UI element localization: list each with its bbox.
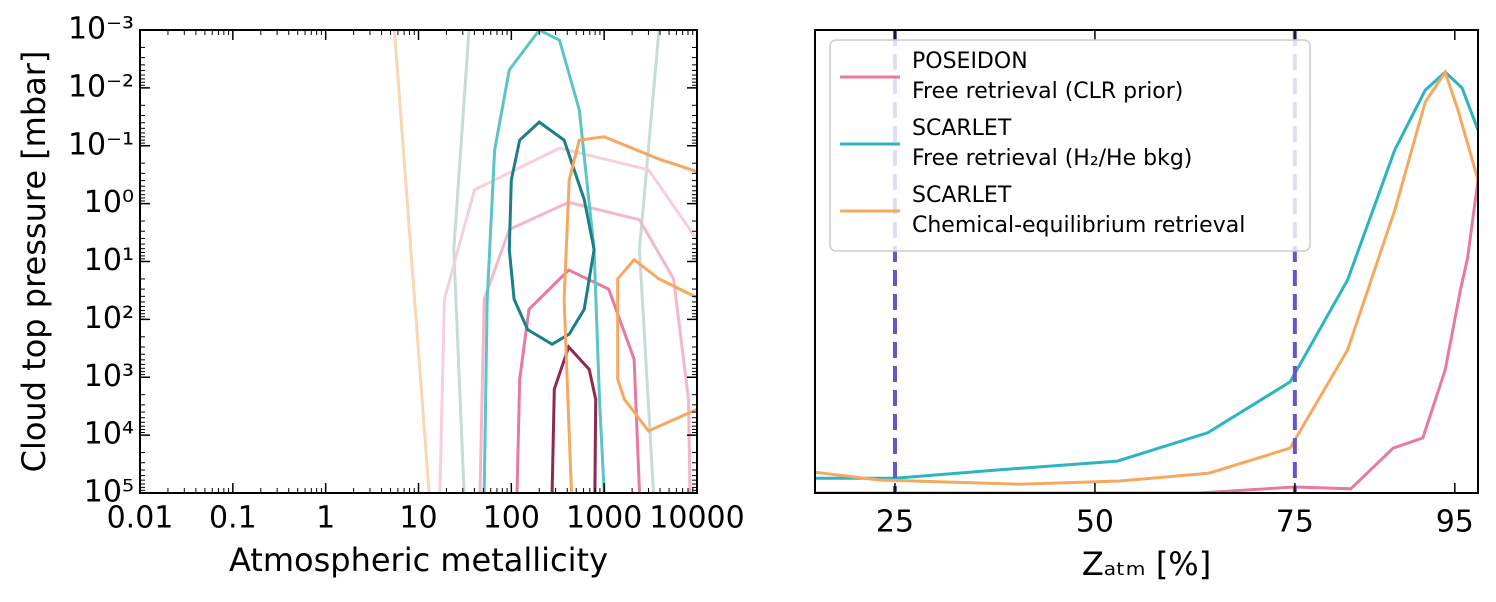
x-tick-label: 0.1	[209, 501, 257, 536]
x-tick-label: 10000	[649, 501, 744, 536]
legend-label: SCARLET	[912, 183, 1012, 208]
y-tick-label: 10⁻³	[68, 12, 134, 47]
x-axis-label: Zₐₜₘ [%]	[1082, 545, 1211, 583]
contour-line	[438, 146, 697, 493]
y-axis-label: Cloud top pressure [mbar]	[15, 51, 53, 473]
y-tick-label: 10⁻¹	[68, 127, 134, 162]
y-tick-label: 10¹	[84, 243, 134, 278]
contour-line	[637, 30, 661, 493]
x-tick-label: 75	[1276, 505, 1314, 540]
y-tick-label: 10⁵	[84, 475, 134, 510]
x-tick-label: 50	[1076, 505, 1114, 540]
contour-line	[507, 120, 596, 347]
x-tick-label: 0.01	[107, 501, 174, 536]
axes-frame	[139, 29, 698, 494]
x-tick-label: 10	[399, 501, 437, 536]
contour-line	[515, 268, 641, 493]
legend-label: POSEIDON	[912, 49, 1028, 74]
y-tick-label: 10⁻²	[68, 69, 134, 104]
contour-line	[616, 257, 697, 433]
contour-line	[392, 30, 431, 493]
legend-label: Free retrieval (H₂/He bkg)	[912, 146, 1192, 171]
contour-line	[550, 344, 598, 493]
contour-line	[482, 30, 606, 493]
x-axis-label: Atmospheric metallicity	[229, 541, 608, 579]
x-tick-label: 100	[483, 501, 540, 536]
contour-line	[478, 200, 692, 493]
axes-frame	[814, 29, 1479, 494]
legend-label: SCARLET	[912, 116, 1012, 141]
y-tick-label: 10³	[84, 359, 134, 394]
series-line	[815, 68, 1478, 486]
series-line	[815, 179, 1478, 493]
x-tick-label: 1	[316, 501, 335, 536]
contour-line	[452, 30, 471, 493]
legend-label: Free retrieval (CLR prior)	[912, 79, 1183, 104]
x-tick-label: 1000	[566, 501, 642, 536]
y-tick-label: 10⁴	[84, 417, 134, 452]
series-line	[815, 70, 1478, 480]
x-tick-label: 25	[876, 505, 914, 540]
legend-label: Chemical-equilibrium retrieval	[912, 213, 1245, 238]
legend-box	[829, 39, 1311, 252]
y-tick-label: 10²	[84, 301, 134, 336]
y-tick-label: 10⁰	[84, 185, 134, 220]
contour-line	[562, 135, 697, 493]
x-tick-label: 95	[1436, 505, 1474, 540]
